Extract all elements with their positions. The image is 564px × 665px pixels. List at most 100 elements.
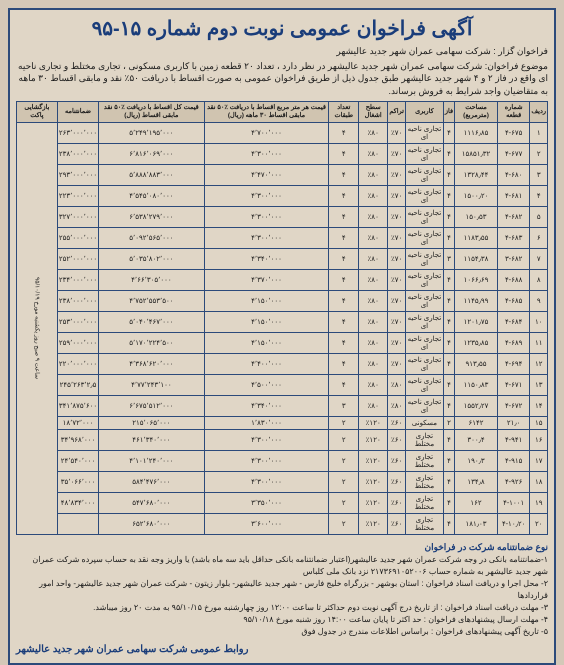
cell-phase: ۴ bbox=[443, 471, 454, 492]
footer-line-4: ۴- مهلت ارسال پیشنهادهای فراخوان : حد اک… bbox=[16, 614, 548, 626]
cell-guarantee: ۲۳۸٬۰۰۰٬۰۰۰ bbox=[57, 290, 98, 311]
cell-r: ۱۷ bbox=[530, 450, 548, 471]
th-use: کاربری bbox=[405, 102, 443, 123]
cell-num: ۴-۶۷۷ bbox=[497, 143, 530, 164]
cell-use: تجاری ناحیه ای bbox=[405, 311, 443, 332]
cell-unit: ۴٬۳۴۰٬۰۰۰ bbox=[204, 248, 329, 269]
cell-area: ۹۱۳٫۵۵ bbox=[455, 353, 498, 374]
cell-use: تجاری ناحیه ای bbox=[405, 143, 443, 164]
cell-area: ۱۳۴٫۸ bbox=[455, 471, 498, 492]
table-row: ۱۲۴-۶۹۴۹۱۳٫۵۵۴تجاری ناحیه ای٪۷۰٪۸۰۴۴٬۴۰۰… bbox=[17, 353, 548, 374]
footer-company: روابط عمومی شرکت سهامی عمران شهر جدید عا… bbox=[16, 642, 548, 657]
cell-unit: ۴٬۳۰۰٬۰۰۰ bbox=[204, 206, 329, 227]
cell-num: ۴-۶۸۳ bbox=[497, 227, 530, 248]
th-row: ردیف bbox=[530, 102, 548, 123]
cell-area: ۱۵۸۵۱٫۳۲ bbox=[455, 143, 498, 164]
cell-total: ۴٬۷۷٬۲۴۳٬۱۰۰ bbox=[99, 374, 204, 395]
cell-unit: ۴٬۳۰۰٬۰۰۰ bbox=[204, 185, 329, 206]
cell-guarantee: ۳۵٬۰۶۶٬۰۰۰ bbox=[57, 471, 98, 492]
cell-guarantee: ۳۲۷٬۰۰۰٬۰۰۰ bbox=[57, 206, 98, 227]
table-row: ۹۴-۶۸۵۱۱۴۵٫۹۹۴تجاری ناحیه ای٪۷۰٪۸۰۴۴٬۱۵۰… bbox=[17, 290, 548, 311]
cell-floors: ۳ bbox=[329, 395, 359, 416]
cell-unit: ۱٬۸۳۰٬۰۰۰ bbox=[204, 416, 329, 429]
cell-guarantee: ۲۶۳٬۰۰۰٬۰۰۰ bbox=[57, 122, 98, 143]
table-row: ۱۰۴-۶۸۴۱۲۰۱٫۷۵۴تجاری ناحیه ای٪۷۰٪۸۰۴۴٬۱۵… bbox=[17, 311, 548, 332]
cell-num: ۲۱٫۰ bbox=[497, 416, 530, 429]
cell-phase: ۴ bbox=[443, 143, 454, 164]
cell-use: مسکونی bbox=[405, 416, 443, 429]
cell-floors: ۴ bbox=[329, 311, 359, 332]
cell-coverage: ٪۱۲۰ bbox=[359, 429, 388, 450]
th-area: مساحت (مترمربع) bbox=[455, 102, 498, 123]
table-row: ۳۴-۶۸۰۱۳۲۸٫۴۴۴تجاری ناحیه ای٪۷۰٪۸۰۴۴٬۴۷۰… bbox=[17, 164, 548, 185]
cell-phase: ۴ bbox=[443, 395, 454, 416]
cell-phase: ۴ bbox=[443, 269, 454, 290]
cell-floors: ۴ bbox=[329, 164, 359, 185]
cell-unit: ۴٬۳۰۰٬۰۰۰ bbox=[204, 227, 329, 248]
cell-num: ۳-۶۸۲ bbox=[497, 248, 530, 269]
cell-floors: ۲ bbox=[329, 416, 359, 429]
cell-phase: ۴ bbox=[443, 374, 454, 395]
cell-unit: ۴٬۱۵۰٬۰۰۰ bbox=[204, 290, 329, 311]
cell-use: تجاری ناحیه ای bbox=[405, 353, 443, 374]
table-row: ۱۳۴-۶۷۱۱۱۵۰٫۸۳۴تجاری ناحیه ای٪۸۰٪۸۰۴۴٬۵۰… bbox=[17, 374, 548, 395]
cell-num: ۴-۶۸۴ bbox=[497, 311, 530, 332]
table-row: ۱۱۴-۶۸۹۱۲۳۵٫۸۵۴تجاری ناحیه ای٪۷۰٪۸۰۴۴٬۱۵… bbox=[17, 332, 548, 353]
cell-density: ٪۶۰ bbox=[388, 471, 406, 492]
cell-coverage: ٪۱۲۰ bbox=[359, 471, 388, 492]
cell-guarantee: ۱۸٬۷۲٬۰۰۰ bbox=[57, 416, 98, 429]
cell-phase: ۴ bbox=[443, 206, 454, 227]
table-row: ۱۴-۶۷۵۱۱۱۶٫۸۵۴تجاری ناحیه ای٪۷۰٪۸۰۴۴٬۷۰۰… bbox=[17, 122, 548, 143]
cell-density: ٪۶۰ bbox=[388, 513, 406, 534]
th-unit: قیمت هر متر مربع اقساط با دریافت ٪۵۰ نقد… bbox=[204, 102, 329, 123]
cell-guarantee: ۲۲۰٬۰۰۰٬۰۰۰ bbox=[57, 353, 98, 374]
cell-unit: ۴٬۴۷۰٬۰۰۰ bbox=[204, 164, 329, 185]
cell-r: ۳ bbox=[530, 164, 548, 185]
cell-total: ۵۸۴٬۴۷۶٬۰۰۰ bbox=[99, 471, 204, 492]
cell-density: ٪۷۰ bbox=[388, 269, 406, 290]
cell-guarantee: ۲۴٬۵۴۰٬۰۰۰ bbox=[57, 450, 98, 471]
page-title: آگهی فراخوان عمومی نوبت دوم شماره ۱۵-۹۵ bbox=[16, 16, 548, 41]
cell-density: ٪۶۰ bbox=[388, 429, 406, 450]
cell-floors: ۴ bbox=[329, 248, 359, 269]
cell-total: ۵۴۷٬۶۸۰٬۰۰۰ bbox=[99, 492, 204, 513]
cell-phase: ۴ bbox=[443, 429, 454, 450]
cell-use: تجاری ناحیه ای bbox=[405, 185, 443, 206]
th-total: قیمت کل اقساط با دریافت ٪۵۰ نقد مابقی اق… bbox=[99, 102, 204, 123]
cell-r: ۱ bbox=[530, 122, 548, 143]
cell-coverage: ٪۸۰ bbox=[359, 206, 388, 227]
cell-density: ٪۸۰ bbox=[388, 374, 406, 395]
cell-floors: ۲ bbox=[329, 471, 359, 492]
th-density: تراکم bbox=[388, 102, 406, 123]
main-table: ردیف شماره قطعه مساحت (مترمربع) فاز کارب… bbox=[16, 101, 548, 535]
th-guarantee: ضمانتنامه bbox=[57, 102, 98, 123]
th-num: شماره قطعه bbox=[497, 102, 530, 123]
cell-phase: ۴ bbox=[443, 290, 454, 311]
cell-total: ۵٬۰۳۵٬۸۰۲٬۰۰۰ bbox=[99, 248, 204, 269]
cell-phase: ۴ bbox=[443, 353, 454, 374]
cell-density: ٪۷۰ bbox=[388, 164, 406, 185]
cell-density: ٪۷۰ bbox=[388, 206, 406, 227]
cell-r: ۸ bbox=[530, 269, 548, 290]
cell-guarantee: ۲۹۳٬۰۰۰٬۰۰۰ bbox=[57, 164, 98, 185]
cell-coverage: ٪۸۰ bbox=[359, 395, 388, 416]
cell-num: ۴-۶۸۰ bbox=[497, 164, 530, 185]
cell-area: ۱۵۰٫۵۳ bbox=[455, 206, 498, 227]
cell-unit: ۳٬۶۰۰٬۰۰۰ bbox=[204, 513, 329, 534]
cell-coverage: ٪۱۲۰ bbox=[359, 513, 388, 534]
cell-use: تجاری ناحیه ای bbox=[405, 332, 443, 353]
cell-guarantee: ۲۵۳٬۰۰۰٬۰۰۰ bbox=[57, 311, 98, 332]
cell-unit: ۴٬۳۷۰٬۰۰۰ bbox=[204, 269, 329, 290]
cell-num: ۴-۶۷۱ bbox=[497, 374, 530, 395]
cell-coverage: ٪۸۰ bbox=[359, 290, 388, 311]
cell-coverage: ٪۱۲۰ bbox=[359, 492, 388, 513]
cell-phase: ۴ bbox=[443, 122, 454, 143]
cell-density: ٪۷۰ bbox=[388, 185, 406, 206]
cell-use: تجاری ناحیه ای bbox=[405, 248, 443, 269]
cell-area: ۱۶۲ bbox=[455, 492, 498, 513]
table-row: ۱۴۴-۶۷۲۱۵۵۲٫۲۷۴تجاری ناحیه ای٪۸۰٪۸۰۳۴٬۳۴… bbox=[17, 395, 548, 416]
cell-phase: ۴ bbox=[443, 492, 454, 513]
cell-total: ۵٬۰۴۰٬۴۶۷٬۰۰۰ bbox=[99, 311, 204, 332]
table-row: ۲۴-۶۷۷۱۵۸۵۱٫۳۲۴تجاری ناحیه ای٪۷۰٪۸۰۴۴٬۳۰… bbox=[17, 143, 548, 164]
cell-area: ۱۰۶۶٫۶۹ bbox=[455, 269, 498, 290]
